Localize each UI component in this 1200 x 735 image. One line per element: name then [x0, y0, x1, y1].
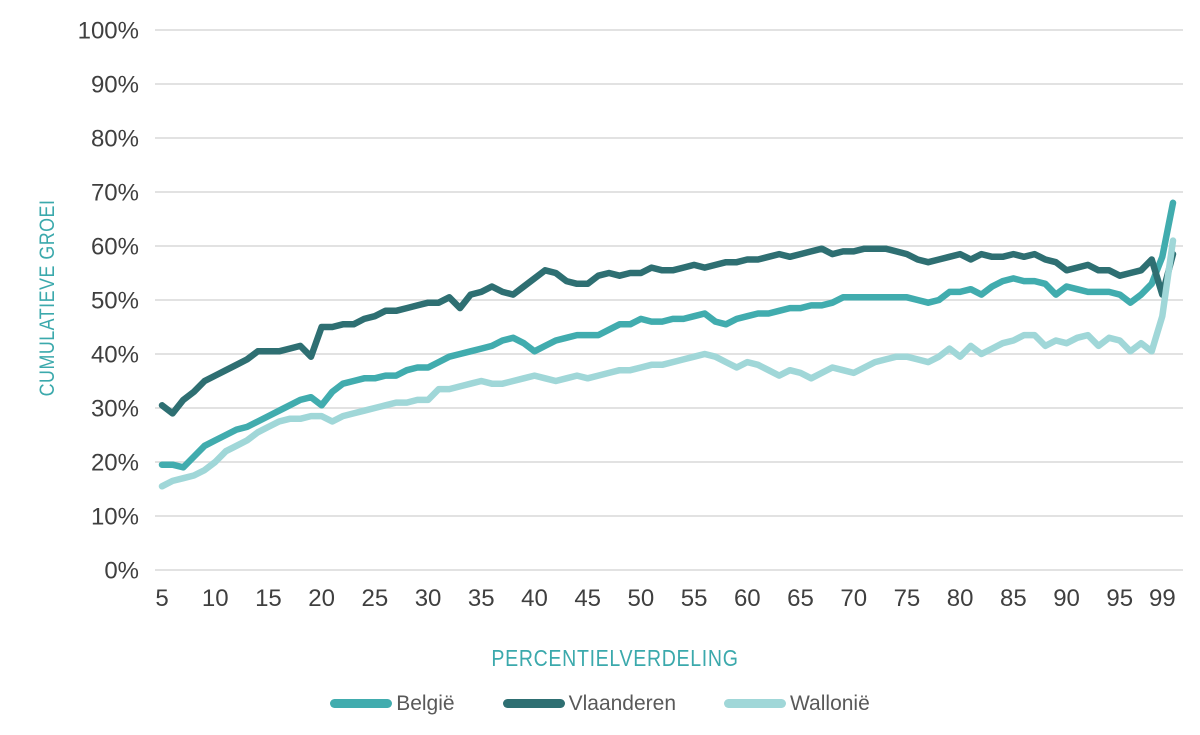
- x-tick-label: 30: [415, 585, 442, 612]
- x-tick-label: 85: [1000, 585, 1027, 612]
- legend-item-belgie: België: [330, 692, 455, 715]
- x-tick-label: 70: [840, 585, 867, 612]
- x-tick-label: 90: [1053, 585, 1080, 612]
- x-tick-label: 10: [202, 585, 229, 612]
- x-tick-label: 55: [681, 585, 708, 612]
- series-line-wallonie: [158, 237, 1177, 490]
- x-tick-label: 80: [947, 585, 974, 612]
- x-tick-label: 20: [308, 585, 335, 612]
- y-tick-label: 50%: [91, 288, 139, 315]
- x-axis-title: PERCENTIELVERDELING: [491, 645, 739, 671]
- x-tick-label: 15: [255, 585, 282, 612]
- y-tick-label: 70%: [91, 180, 139, 207]
- legend-swatch-wallonie: [724, 699, 787, 708]
- x-tick-label: 65: [787, 585, 814, 612]
- y-axis-title: CUMULATIEVE GROEI: [36, 199, 59, 397]
- x-tick-label: 75: [894, 585, 921, 612]
- series-line-belgie: [158, 199, 1177, 471]
- legend-label-wallonie: Wallonië: [790, 692, 870, 715]
- y-tick-label: 30%: [91, 396, 139, 423]
- legend-swatch-vlaanderen: [502, 699, 565, 708]
- x-tick-label: 50: [628, 585, 655, 612]
- x-tick-label: 35: [468, 585, 495, 612]
- y-tick-label: 80%: [91, 126, 139, 153]
- x-tick-label: 99: [1149, 585, 1176, 612]
- legend-label-belgie: België: [396, 692, 455, 715]
- series-line-vlaanderen: [158, 245, 1177, 417]
- x-tick-label: 25: [361, 585, 388, 612]
- y-tick-label: 0%: [104, 558, 139, 585]
- y-tick-label: 90%: [91, 72, 139, 99]
- legend-item-wallonie: Wallonië: [724, 693, 870, 714]
- chart-legend: België Vlaanderen Wallonië: [0, 693, 1200, 714]
- y-tick-label: 100%: [78, 18, 139, 45]
- legend-swatch-belgie: [330, 699, 393, 708]
- x-tick-label: 45: [574, 585, 601, 612]
- y-tick-label: 10%: [91, 504, 139, 531]
- y-tick-label: 40%: [91, 342, 139, 369]
- y-tick-label: 60%: [91, 234, 139, 261]
- x-tick-label: 60: [734, 585, 761, 612]
- legend-item-vlaanderen: Vlaanderen: [502, 692, 677, 715]
- x-tick-label: 95: [1106, 585, 1133, 612]
- x-tick-label: 5: [155, 585, 168, 612]
- x-tick-label: 40: [521, 585, 548, 612]
- legend-label-vlaanderen: Vlaanderen: [568, 692, 677, 715]
- y-tick-label: 20%: [91, 450, 139, 477]
